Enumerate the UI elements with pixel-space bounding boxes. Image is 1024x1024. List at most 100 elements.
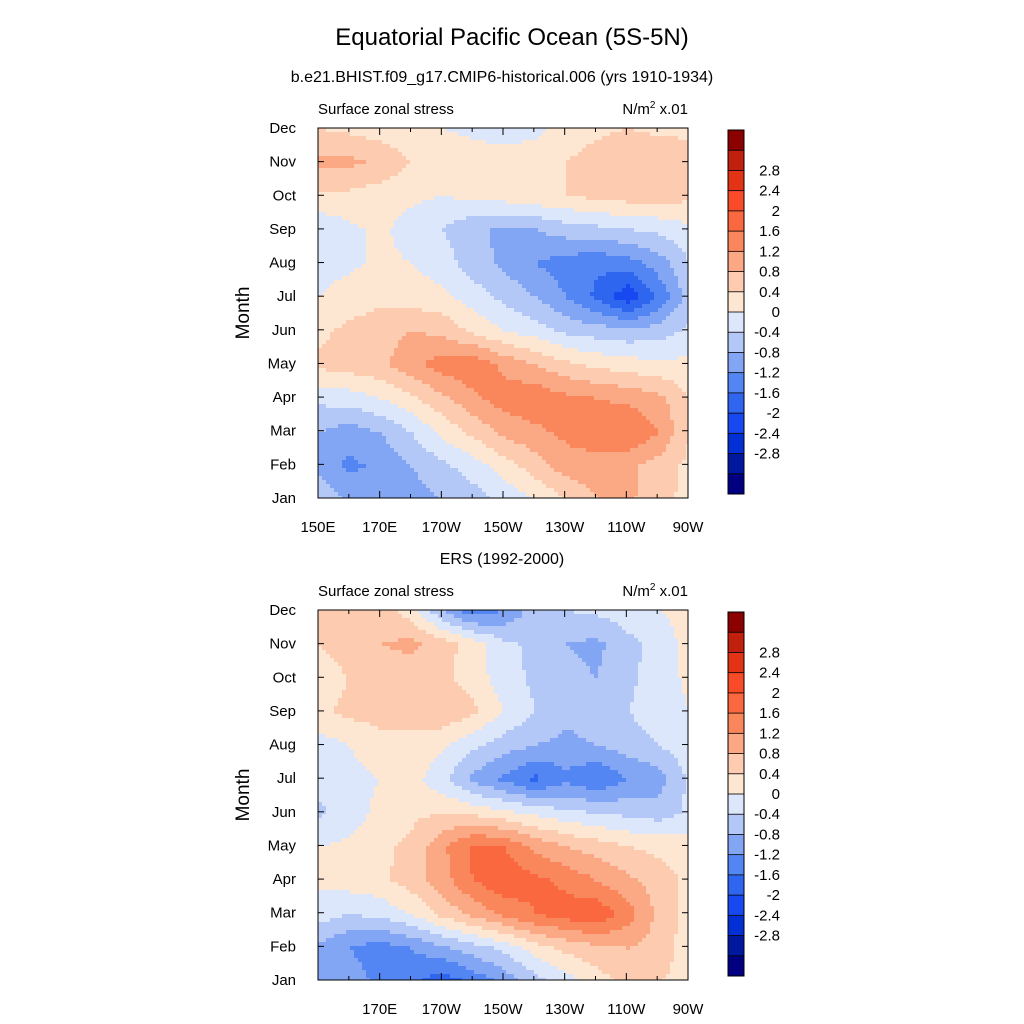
heatmap-cell <box>682 332 687 337</box>
heatmap-cell <box>514 220 519 225</box>
heatmap-cell <box>334 340 339 345</box>
heatmap-cell <box>486 204 491 209</box>
heatmap-cell <box>542 208 547 213</box>
heatmap-cell <box>674 208 679 213</box>
heatmap-cell <box>334 184 339 189</box>
heatmap-cell <box>410 156 415 161</box>
heatmap-cell <box>594 128 599 133</box>
heatmap-cell <box>454 236 459 241</box>
heatmap-cell <box>366 200 371 205</box>
heatmap-cell <box>474 148 479 153</box>
heatmap-cell <box>330 296 335 301</box>
heatmap-cell <box>606 172 611 177</box>
heatmap-cell <box>558 300 563 305</box>
heatmap-cell <box>538 296 543 301</box>
heatmap-cell <box>534 316 539 321</box>
heatmap-cell <box>506 256 511 261</box>
heatmap-cell <box>574 236 579 241</box>
heatmap-cell <box>318 272 323 277</box>
heatmap-cell <box>322 328 327 333</box>
heatmap-cell <box>482 160 487 165</box>
heatmap-cell <box>350 176 355 181</box>
heatmap-cell <box>646 232 651 237</box>
heatmap-cell <box>438 308 443 313</box>
heatmap-cell <box>434 332 439 337</box>
heatmap-cell <box>526 192 531 197</box>
heatmap-cell <box>474 300 479 305</box>
heatmap-cell <box>398 196 403 201</box>
heatmap-cell <box>418 228 423 233</box>
heatmap-cell <box>446 152 451 157</box>
heatmap-cell <box>378 204 383 209</box>
heatmap-cell <box>490 264 495 269</box>
heatmap-cell <box>674 152 679 157</box>
heatmap-cell <box>674 292 679 297</box>
heatmap-cell <box>402 252 407 257</box>
heatmap-cell <box>362 276 367 281</box>
heatmap-cell <box>390 196 395 201</box>
heatmap-cell <box>478 336 483 341</box>
heatmap-cell <box>554 236 559 241</box>
heatmap-cell <box>486 148 491 153</box>
heatmap-cell <box>330 216 335 221</box>
heatmap-cell <box>438 168 443 173</box>
heatmap-cell <box>338 316 343 321</box>
heatmap-cell <box>614 252 619 257</box>
heatmap-cell <box>486 164 491 169</box>
heatmap-cell <box>402 160 407 165</box>
heatmap-cell <box>510 244 515 249</box>
heatmap-cell <box>626 240 631 245</box>
heatmap-cell <box>346 140 351 145</box>
heatmap-cell <box>366 256 371 261</box>
heatmap-cell <box>350 252 355 257</box>
heatmap-cell <box>350 208 355 213</box>
heatmap-cell <box>630 136 635 141</box>
heatmap-cell <box>534 264 539 269</box>
heatmap-cell <box>390 168 395 173</box>
heatmap-cell <box>526 304 531 309</box>
heatmap-cell <box>674 148 679 153</box>
heatmap-cell <box>662 272 667 277</box>
heatmap-cell <box>362 304 367 309</box>
heatmap-cell <box>602 272 607 277</box>
heatmap-cell <box>498 336 503 341</box>
heatmap-cell <box>398 328 403 333</box>
heatmap-cell <box>566 320 571 325</box>
heatmap-cell <box>450 204 455 209</box>
heatmap-cell <box>538 312 543 317</box>
heatmap-cell <box>382 172 387 177</box>
heatmap-cell <box>598 220 603 225</box>
heatmap-cell <box>334 280 339 285</box>
heatmap-cell <box>598 288 603 293</box>
heatmap-cell <box>538 248 543 253</box>
heatmap-cell <box>414 144 419 149</box>
heatmap-cell <box>670 168 675 173</box>
heatmap-cell <box>486 300 491 305</box>
heatmap-cell <box>318 212 323 217</box>
heatmap-cell <box>410 136 415 141</box>
heatmap-cell <box>406 204 411 209</box>
heatmap-cell <box>422 140 427 145</box>
heatmap-cell <box>614 212 619 217</box>
heatmap-cell <box>658 328 663 333</box>
heatmap-cell <box>622 216 627 221</box>
heatmap-cell <box>626 324 631 329</box>
heatmap-cell <box>470 296 475 301</box>
heatmap-cell <box>650 248 655 253</box>
heatmap-cell <box>446 296 451 301</box>
heatmap-cell <box>654 228 659 233</box>
heatmap-cell <box>498 148 503 153</box>
heatmap-cell <box>466 272 471 277</box>
heatmap-cell <box>370 336 375 341</box>
heatmap-cell <box>454 292 459 297</box>
heatmap-cell <box>426 184 431 189</box>
heatmap-cell <box>622 192 627 197</box>
heatmap-cell <box>598 328 603 333</box>
heatmap-cell <box>606 320 611 325</box>
heatmap-cell <box>590 236 595 241</box>
heatmap-cell <box>338 132 343 137</box>
heatmap-cell <box>326 156 331 161</box>
heatmap-cell <box>546 228 551 233</box>
heatmap-cell <box>658 256 663 261</box>
heatmap-cell <box>578 132 583 137</box>
